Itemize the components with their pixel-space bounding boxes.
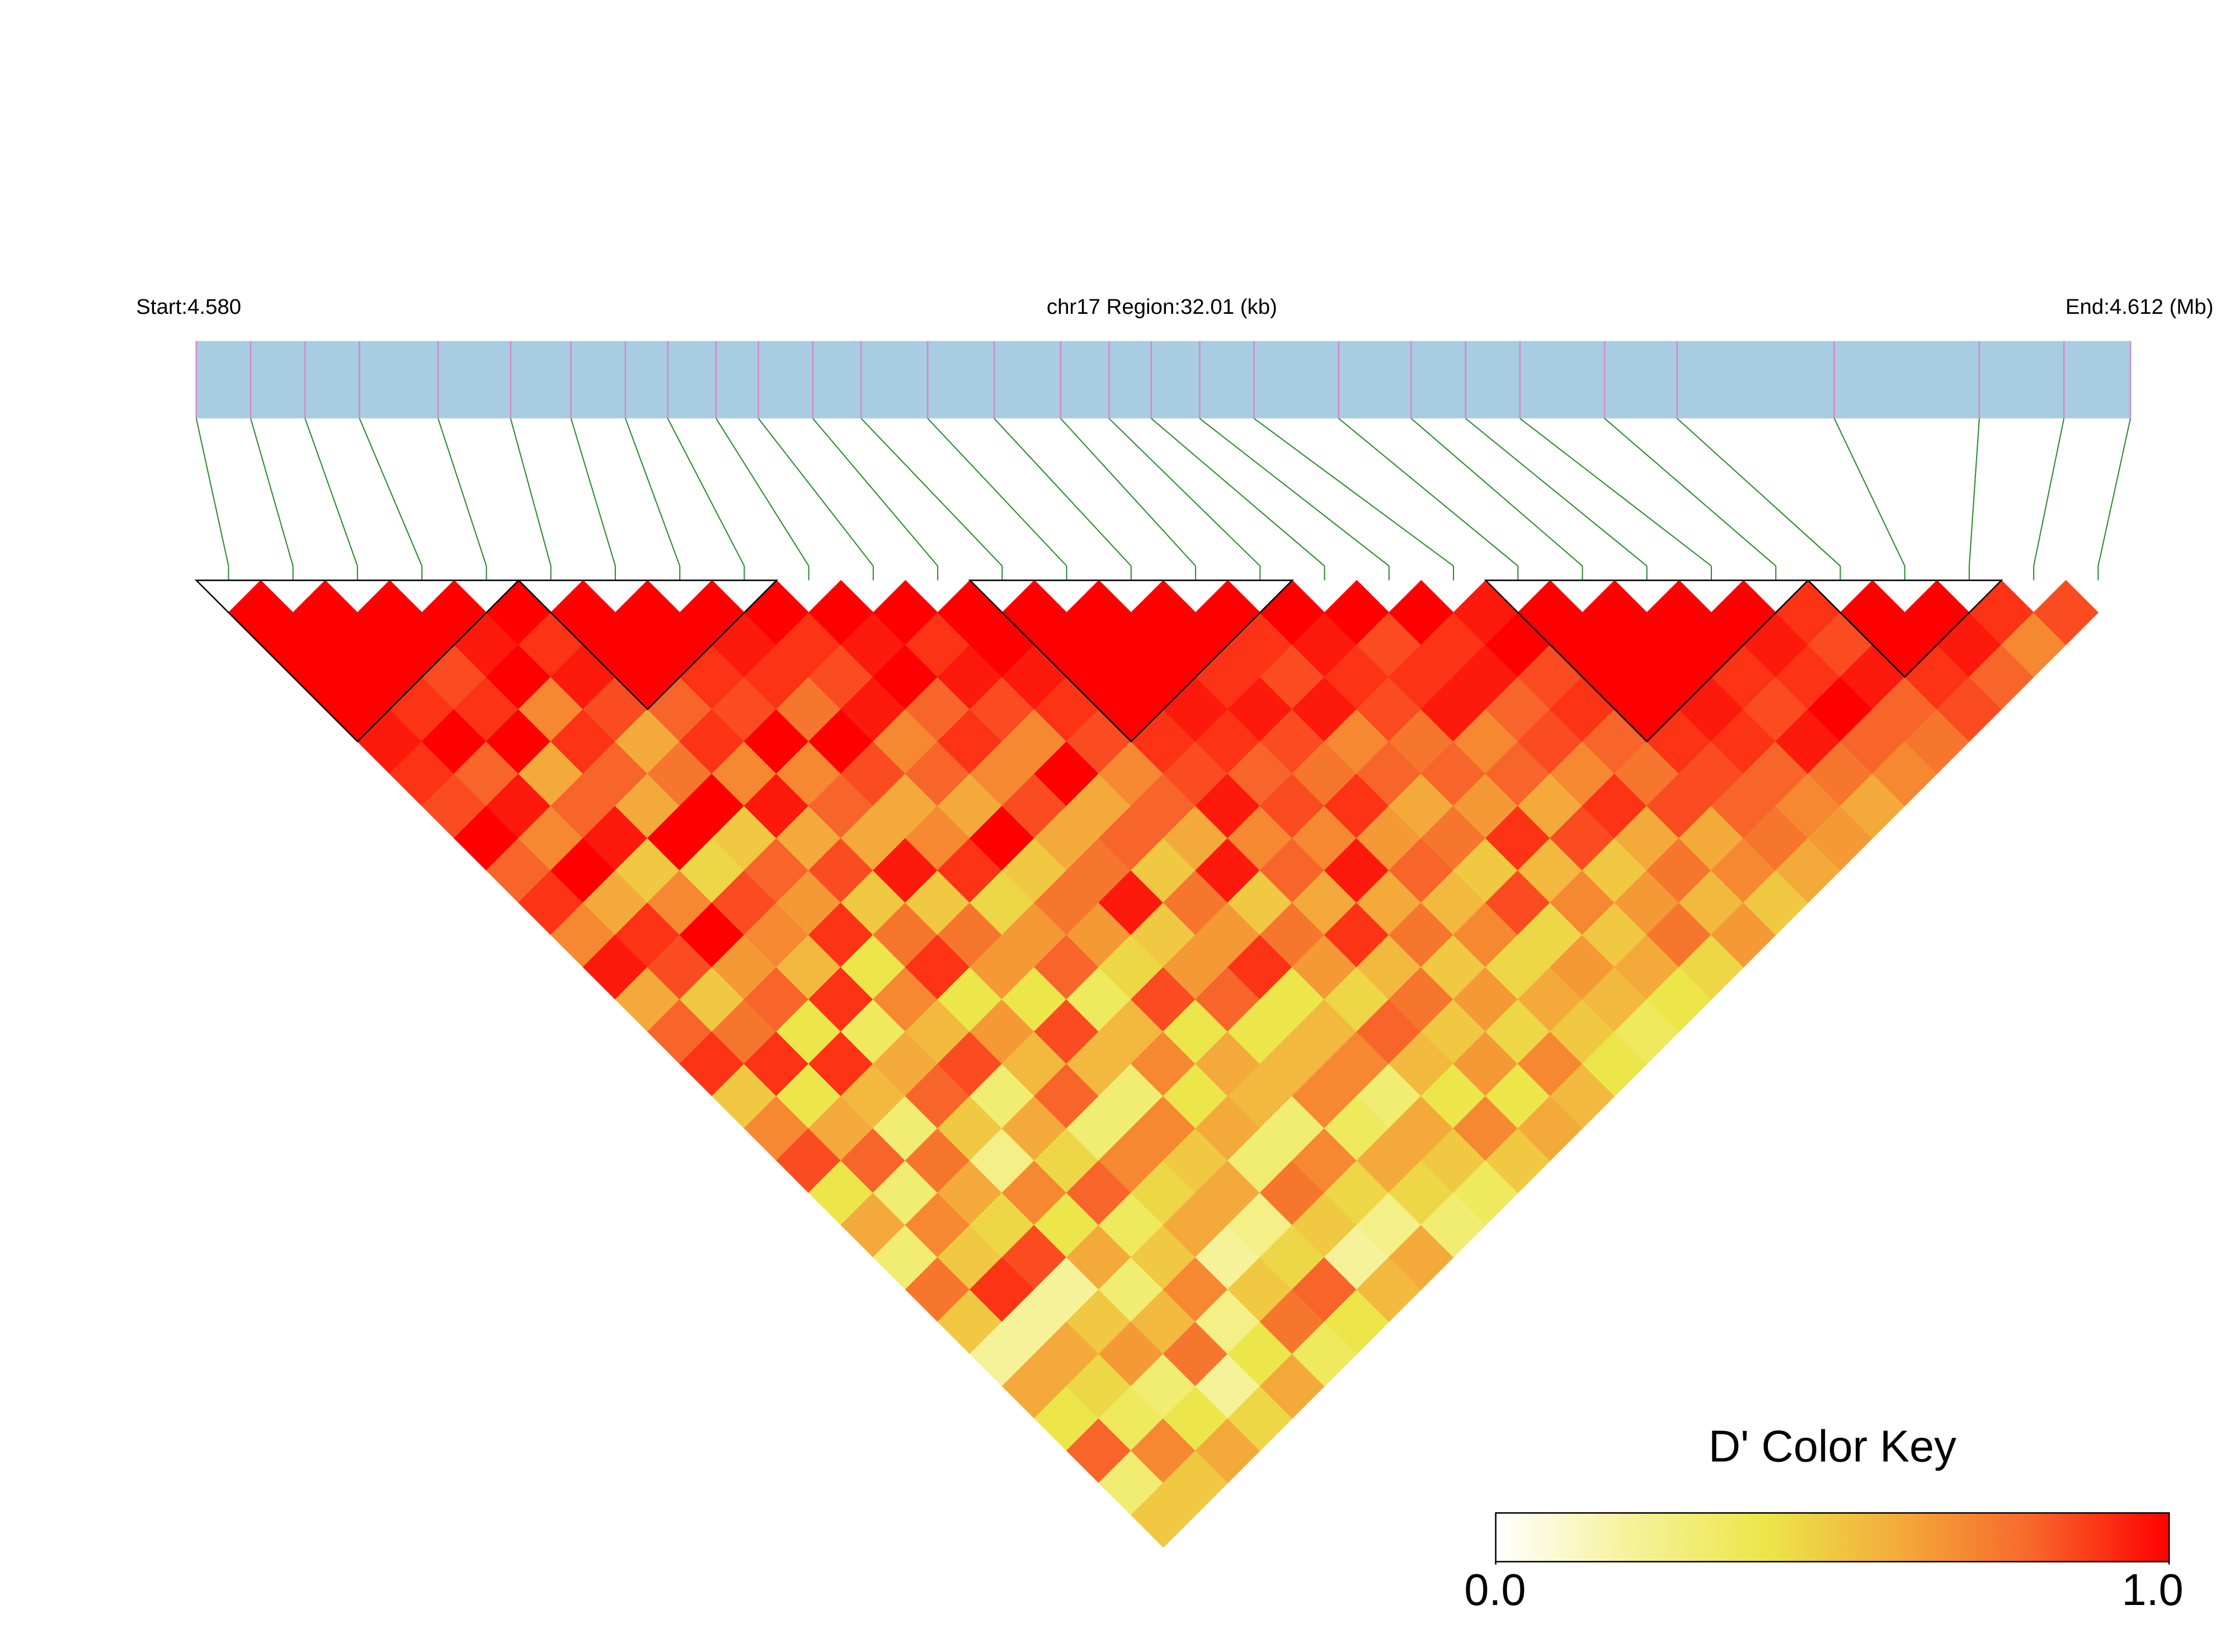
- snp-link-line: [1151, 418, 1325, 567]
- snp-link-line: [1253, 418, 1454, 567]
- snp-link-line: [1060, 418, 1196, 567]
- snp-link-line: [994, 418, 1132, 567]
- snp-link-line: [1338, 418, 1518, 567]
- snp-link-line: [570, 418, 616, 566]
- snp-link-line: [1108, 418, 1261, 567]
- snp-link-line: [860, 418, 1003, 567]
- ld-block: [516, 580, 779, 710]
- snp-link-line: [667, 418, 745, 567]
- snp-link-line: [1677, 418, 1841, 567]
- snp-link-line: [250, 418, 294, 566]
- ld-block: [194, 580, 521, 743]
- snp-link-line: [927, 418, 1067, 567]
- start-label: Start:4.580: [136, 295, 241, 319]
- snp-link-line: [624, 418, 681, 567]
- snp-link-line: [1519, 418, 1712, 567]
- color-key: [1495, 1512, 2170, 1562]
- chart-title: chr17 Region:32.01 (kb): [1047, 295, 1277, 319]
- color-key-title: D' Color Key: [1709, 1422, 1956, 1471]
- snp-link-line: [1410, 418, 1583, 567]
- snp-link-line: [2097, 418, 2132, 566]
- key-tick-label: 1.0: [2121, 1565, 2183, 1615]
- snp-link-line: [510, 418, 552, 566]
- snp-link-line: [359, 418, 423, 567]
- key-tick-label: 0.0: [1464, 1565, 1526, 1615]
- ld-block: [968, 580, 1295, 743]
- ld-block: [1806, 580, 2003, 678]
- snp-link-line: [2033, 418, 2065, 566]
- region-bar: [196, 341, 2131, 418]
- snp-link-line: [757, 418, 874, 567]
- snp-link-line: [1199, 418, 1390, 567]
- snp-link-line: [304, 418, 358, 567]
- snp-link-line: [1833, 418, 1905, 567]
- snp-link-line: [437, 418, 487, 567]
- snp-link-line: [1465, 418, 1648, 567]
- snp-link-line: [1968, 418, 1980, 566]
- ld-cell: [2033, 580, 2099, 646]
- snp-link-line: [716, 418, 810, 567]
- snp-link-line: [812, 418, 938, 567]
- ld-block: [1484, 580, 1810, 743]
- end-label: End:4.612 (Mb): [2065, 295, 2214, 319]
- snp-link-line: [195, 418, 229, 566]
- snp-link-line: [1604, 418, 1776, 567]
